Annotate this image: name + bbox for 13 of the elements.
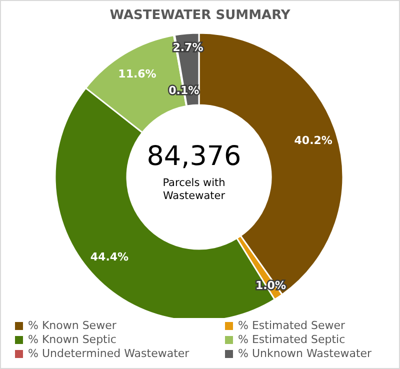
data-label: 40.2%	[294, 134, 332, 148]
legend-label: % Unknown Wastewater	[238, 347, 372, 360]
text: Parcels with Wastewater	[162, 177, 226, 203]
legend-label: % Estimated Sewer	[238, 319, 346, 332]
legend-label: % Known Septic	[28, 333, 116, 346]
legend-label: % Known Sewer	[28, 319, 116, 332]
data-label: 0.1%	[168, 84, 200, 97]
chart-title: WASTEWATER SUMMARY	[108, 8, 292, 23]
data-label: 11.6%	[118, 68, 156, 81]
data-label: 44.4%	[90, 250, 129, 264]
legend-label: % Undetermined Wastewater	[28, 347, 190, 360]
text: 84,376	[146, 141, 242, 173]
legend-label: % Estimated Septic	[238, 333, 346, 346]
